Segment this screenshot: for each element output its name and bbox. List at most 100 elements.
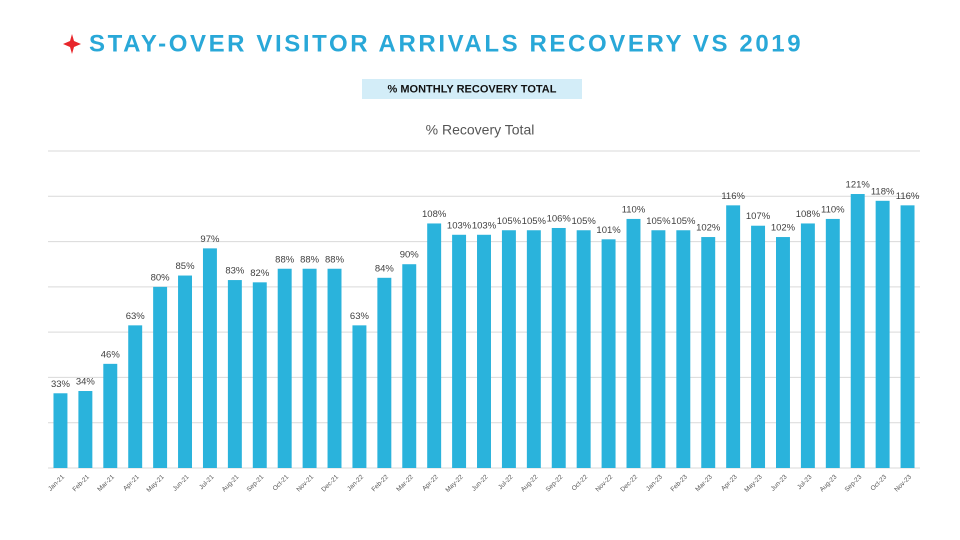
x-tick-label: Oct-22: [571, 473, 590, 492]
x-tick-label: Apr-22: [421, 473, 440, 492]
subtitle-box: [362, 79, 582, 99]
x-tick-label: Jul-22: [497, 473, 515, 491]
bar: [128, 325, 143, 468]
value-label: 110%: [622, 204, 646, 215]
bar: [477, 234, 491, 468]
value-label: 121%: [846, 180, 871, 191]
bar: [775, 237, 790, 468]
value-label: 101%: [596, 225, 621, 236]
value-label: 97%: [200, 234, 220, 245]
page-title: STAY-OVER VISITOR ARRIVALS RECOVERY VS 2…: [89, 30, 803, 57]
bar: [452, 234, 467, 468]
value-label: 116%: [721, 191, 745, 202]
bar: [651, 230, 666, 468]
x-tick-label: Sep-21: [246, 473, 266, 493]
x-tick-label: Apr-21: [122, 473, 141, 492]
value-label: 108%: [796, 209, 821, 220]
x-tick-label: Aug-23: [819, 473, 839, 493]
bar: [701, 237, 716, 468]
x-tick-label: May-22: [444, 473, 465, 494]
x-tick-label: Apr-23: [720, 473, 739, 492]
value-label: 88%: [325, 254, 345, 265]
bar: [377, 277, 392, 468]
x-tick-label: Mar-21: [96, 473, 116, 493]
bar: [676, 230, 691, 468]
value-label: 63%: [350, 311, 370, 322]
x-tick-label: Sep-22: [545, 473, 565, 493]
x-tick-label: May-23: [743, 473, 764, 494]
value-label: 83%: [225, 266, 245, 277]
value-label: 105%: [572, 216, 597, 227]
star-icon: [63, 34, 81, 54]
x-tick-label: Jun-22: [471, 473, 490, 492]
x-tick-label: Jan-21: [47, 473, 66, 492]
bar: [178, 275, 193, 468]
value-label: 63%: [126, 311, 146, 322]
value-label: 105%: [671, 216, 696, 227]
bar: [153, 286, 168, 468]
value-label: 33%: [51, 379, 71, 390]
bar: [427, 223, 442, 468]
bar: [850, 194, 865, 468]
value-label: 110%: [821, 204, 845, 215]
x-tick-label: Feb-21: [71, 473, 91, 493]
value-label: 90%: [400, 250, 420, 261]
x-tick-label: Nov-22: [594, 473, 614, 493]
value-label: 46%: [101, 349, 121, 360]
bar: [800, 223, 815, 468]
x-tick-label: Mar-22: [395, 473, 415, 493]
x-tick-label: Dec-21: [320, 473, 340, 493]
x-tick-label: Feb-23: [669, 473, 689, 493]
bar: [601, 239, 616, 468]
x-tick-label: Jan-23: [645, 473, 664, 492]
bar: [202, 248, 217, 468]
bar: [227, 280, 242, 468]
value-label: 105%: [522, 216, 547, 227]
x-tick-label: Jan-22: [346, 473, 365, 492]
subtitle: % MONTHLY RECOVERY TOTAL: [388, 83, 557, 95]
bar: [825, 218, 840, 468]
value-label: 105%: [497, 216, 522, 227]
x-tick-label: Aug-22: [520, 473, 540, 493]
bar: [53, 393, 68, 468]
x-tick-label: Oct-23: [870, 473, 889, 492]
value-label: 102%: [696, 223, 721, 234]
bar: [551, 227, 566, 468]
bar: [78, 391, 93, 468]
value-label: 116%: [896, 191, 920, 202]
value-label: 80%: [151, 272, 171, 283]
x-tick-label: Jul-21: [198, 473, 216, 491]
chart-title: % Recovery Total: [426, 122, 535, 138]
bar: [626, 218, 641, 468]
x-tick-label: May-21: [145, 473, 166, 494]
x-tick-label: Jun-21: [172, 473, 191, 492]
value-label: 102%: [771, 223, 796, 234]
x-tick-label: Nov-23: [893, 473, 913, 493]
value-label: 118%: [871, 186, 895, 197]
bar: [302, 268, 317, 468]
x-tick-label: Aug-21: [221, 473, 241, 493]
bar: [501, 230, 516, 468]
value-label: 103%: [447, 220, 472, 231]
x-tick-label: Oct-21: [272, 473, 291, 492]
bar: [352, 325, 367, 468]
x-tick-label: Mar-23: [694, 473, 714, 493]
bar: [900, 205, 915, 469]
bar: [402, 264, 417, 468]
value-label: 82%: [250, 268, 270, 279]
bar: [277, 268, 292, 468]
value-label: 34%: [76, 377, 96, 388]
bar: [875, 200, 890, 469]
bar: [103, 363, 118, 468]
value-label: 88%: [300, 254, 320, 265]
bar: [526, 230, 541, 468]
value-label: 84%: [375, 263, 395, 274]
value-label: 108%: [422, 209, 447, 220]
x-tick-label: Jun-23: [770, 473, 789, 492]
x-tick-label: Nov-21: [295, 473, 315, 493]
x-tick-label: Sep-23: [844, 473, 864, 493]
value-label: 106%: [547, 214, 572, 225]
bar: [327, 268, 342, 468]
bar: [726, 205, 741, 469]
